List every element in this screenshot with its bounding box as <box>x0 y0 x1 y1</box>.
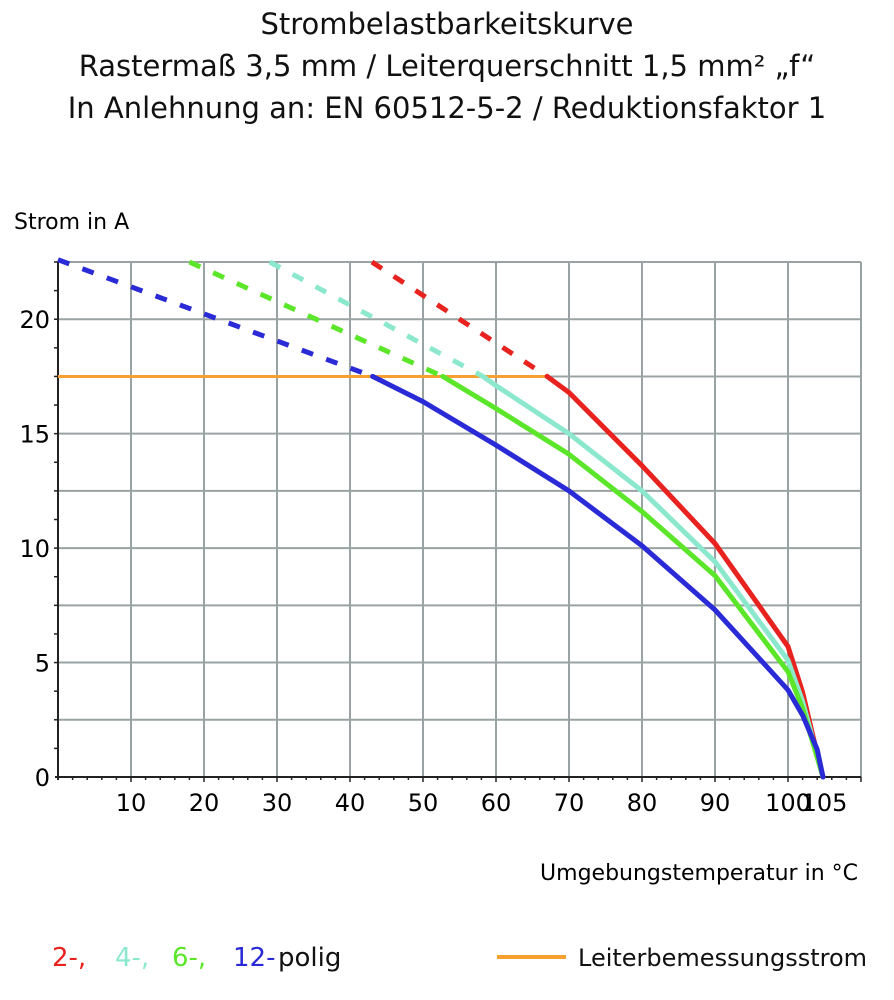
x-tick-label: 80 <box>627 789 658 817</box>
legend-rated-current: Leiterbemessungsstrom <box>578 944 867 972</box>
chart-subtitle-2: In Anlehnung an: EN 60512-5-2 / Reduktio… <box>67 91 827 125</box>
legend-entry-1: 4-, <box>115 943 149 973</box>
y-tick-label: 20 <box>19 306 50 334</box>
series-3-line <box>370 373 826 780</box>
x-tick-label: 105 <box>802 789 848 817</box>
series-0-line <box>544 373 826 780</box>
legend-entry-0: 2-, <box>52 943 86 973</box>
y-tick-label: 5 <box>35 650 50 678</box>
chart-title: Strombelastbarkeitskurve <box>260 7 634 41</box>
legend-entry-2: 6-, <box>172 943 206 973</box>
legend-entry-3: 12- <box>233 943 275 973</box>
y-tick-label: 15 <box>19 421 50 449</box>
x-tick-label: 90 <box>700 789 731 817</box>
x-tick-label: 10 <box>116 789 147 817</box>
x-tick-label: 30 <box>262 789 293 817</box>
x-tick-label: 100 <box>765 789 811 817</box>
x-tick-label: 60 <box>481 789 512 817</box>
legend-suffix: polig <box>278 943 341 973</box>
x-axis-label: Umgebungstemperatur in °C <box>540 861 858 886</box>
y-tick-label: 10 <box>19 535 50 563</box>
x-tick-label: 20 <box>189 789 220 817</box>
series-3-dashed-line <box>57 257 374 379</box>
series-2-dashed-line <box>188 259 444 379</box>
series-0-dashed-line <box>370 259 549 379</box>
x-tick-label: 70 <box>554 789 585 817</box>
chart-subtitle-1: Rastermaß 3,5 mm / Leiterquerschnitt 1,5… <box>78 49 816 83</box>
x-tick-label: 50 <box>408 789 439 817</box>
y-axis-label: Strom in A <box>14 210 129 235</box>
series-2-line <box>440 373 826 780</box>
series-1-line <box>480 373 826 780</box>
y-tick-label: 0 <box>35 764 50 792</box>
x-tick-label: 40 <box>335 789 366 817</box>
